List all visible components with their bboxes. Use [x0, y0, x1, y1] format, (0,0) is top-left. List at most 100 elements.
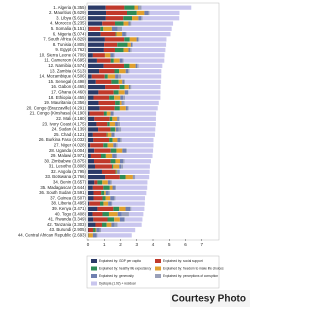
y-tick-label: 10. Sierra Leone (4.709) [39, 52, 86, 57]
bar-segment [125, 217, 142, 221]
bar-segment [88, 53, 93, 57]
bar-segment [124, 58, 165, 62]
bar-segment [88, 69, 99, 73]
bar-segment [118, 223, 142, 227]
bar-segment [120, 170, 150, 174]
bar-segment [119, 117, 120, 121]
bar-segment [115, 159, 120, 163]
bar-segment [127, 11, 137, 15]
bar-segment [116, 32, 122, 36]
bar-segment [123, 101, 125, 105]
y-tick-label: 11. Cameroon (4.695) [44, 58, 86, 63]
bar-segment [116, 170, 117, 174]
bar-segment [137, 37, 139, 41]
bar-segment [117, 138, 120, 142]
bar-segment [102, 180, 108, 184]
y-tick-label: 37. Guinea (3.507) [50, 195, 86, 200]
bar-segment [88, 143, 90, 147]
bar-segment [103, 186, 110, 190]
bar-segment [119, 90, 125, 94]
bar-segment [110, 127, 115, 131]
bar-segment [128, 69, 129, 73]
bar-segment [93, 133, 107, 137]
bar-segment [88, 37, 105, 41]
bar-segment [149, 11, 150, 15]
bar-segment [126, 207, 131, 211]
bar-segment [112, 180, 148, 184]
bar-segment [101, 154, 106, 158]
bar-segment [132, 48, 166, 52]
bar-segment [143, 16, 180, 20]
bar-segment [119, 164, 121, 168]
bar-segment [123, 58, 124, 62]
bar-segment [88, 191, 94, 195]
bar-segment [108, 201, 112, 205]
bar-segment [88, 6, 106, 10]
bar-segment [88, 196, 94, 200]
bar-segment [111, 223, 114, 227]
bar-segment [112, 201, 144, 205]
bar-segment [116, 149, 122, 153]
bar-segment [129, 90, 161, 94]
bar-segment [104, 43, 117, 47]
bar-segment [108, 133, 112, 137]
bar-segment [88, 170, 102, 174]
bar-segment [120, 117, 156, 121]
bar-segment [110, 122, 115, 126]
bar-segment [110, 53, 113, 57]
bar-segment [102, 21, 115, 25]
bar-segment [102, 212, 109, 216]
bar-segment [119, 80, 123, 84]
bar-segment [88, 21, 102, 25]
bar-segment [122, 149, 126, 153]
bar-segment [123, 16, 132, 20]
bar-segment [122, 27, 172, 31]
bar-segment [128, 90, 129, 94]
bar-segment [122, 138, 154, 142]
bar-segment [107, 122, 109, 126]
bar-segment [105, 53, 110, 57]
bar-segment [93, 217, 107, 221]
bar-segment [88, 212, 93, 216]
bar-segment [127, 43, 130, 47]
bar-segment [127, 149, 153, 153]
bar-segment [110, 196, 114, 200]
bar-segment [88, 16, 106, 20]
legend-swatch [155, 267, 161, 271]
bar-segment [88, 27, 89, 31]
bar-segment [107, 223, 112, 227]
bar-segment [109, 212, 118, 216]
y-tick-label: 13. Zambia (4.513) [50, 68, 87, 73]
bar-segment [111, 111, 113, 115]
bar-segment [103, 27, 112, 31]
bar-segment [105, 175, 120, 179]
bar-segment [119, 127, 122, 131]
bar-segment [133, 43, 166, 47]
bar-segment [126, 32, 127, 36]
bar-segment [113, 164, 119, 168]
bar-segment [138, 37, 139, 41]
bar-segment [106, 6, 125, 10]
bar-segment [125, 101, 159, 105]
bar-segment [111, 159, 116, 163]
y-tick-label: 26. Burkina Faso (4.032) [39, 137, 87, 142]
bar-segment [108, 180, 111, 184]
bar-segment [127, 106, 128, 110]
y-tick-label: 4. Morocco (5.235) [50, 21, 87, 26]
bar-segment [118, 122, 120, 126]
bar-segment [88, 90, 98, 94]
bar-segment [115, 74, 118, 78]
bar-segment [94, 117, 109, 121]
y-tick-label: 36. South Sudan (3.591) [39, 190, 86, 195]
legend-label: Explained by: GDP per capita [99, 259, 141, 263]
y-tick-label: 32. Angola (3.795) [51, 169, 87, 174]
bar-segment [118, 143, 154, 147]
bar-segment [131, 43, 132, 47]
bar-segment [88, 32, 101, 36]
bar-segment [117, 170, 119, 174]
legend-label: Explained by: social support [163, 259, 203, 263]
y-tick-label: 12. Namibia (4.574) [48, 63, 86, 68]
bar-segment [88, 228, 93, 232]
bar-segment [93, 212, 103, 216]
bar-segment [138, 6, 139, 10]
